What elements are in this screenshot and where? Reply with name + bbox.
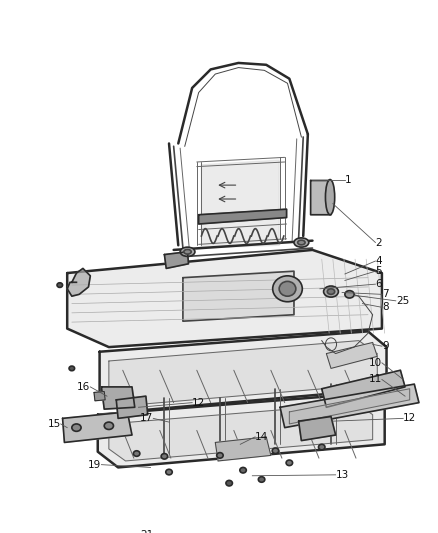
Text: 12: 12	[192, 398, 205, 408]
Ellipse shape	[226, 480, 233, 486]
Polygon shape	[201, 160, 279, 248]
Polygon shape	[94, 392, 105, 401]
Polygon shape	[99, 332, 387, 412]
Text: 25: 25	[396, 296, 409, 306]
Text: 4: 4	[375, 256, 382, 266]
Ellipse shape	[180, 247, 195, 256]
Ellipse shape	[69, 366, 74, 371]
Polygon shape	[280, 384, 419, 427]
Ellipse shape	[272, 448, 279, 454]
Polygon shape	[109, 341, 377, 406]
Text: 16: 16	[77, 382, 90, 392]
Ellipse shape	[279, 281, 296, 296]
Text: 17: 17	[140, 414, 153, 423]
Ellipse shape	[324, 286, 339, 297]
Ellipse shape	[134, 451, 140, 456]
Polygon shape	[290, 389, 410, 424]
Polygon shape	[67, 269, 90, 296]
Ellipse shape	[258, 477, 265, 482]
Text: 21: 21	[140, 530, 153, 533]
Polygon shape	[326, 343, 377, 368]
Polygon shape	[215, 437, 271, 461]
Ellipse shape	[286, 460, 293, 466]
Ellipse shape	[327, 289, 335, 294]
Ellipse shape	[217, 453, 223, 458]
Text: 14: 14	[255, 432, 268, 442]
Ellipse shape	[184, 249, 191, 254]
Ellipse shape	[161, 454, 168, 459]
Text: 19: 19	[88, 459, 102, 470]
Ellipse shape	[72, 424, 81, 431]
Ellipse shape	[57, 283, 63, 287]
Polygon shape	[102, 387, 135, 409]
Ellipse shape	[240, 467, 246, 473]
Text: 6: 6	[375, 279, 382, 289]
Polygon shape	[67, 250, 382, 347]
Text: 8: 8	[382, 302, 389, 312]
Ellipse shape	[325, 180, 335, 215]
Polygon shape	[63, 412, 132, 442]
Ellipse shape	[318, 445, 325, 450]
Text: 7: 7	[382, 289, 389, 300]
Text: 9: 9	[382, 341, 389, 351]
Text: 11: 11	[369, 375, 382, 384]
Polygon shape	[322, 370, 405, 407]
Ellipse shape	[294, 238, 309, 247]
Ellipse shape	[345, 290, 354, 298]
Polygon shape	[199, 209, 286, 224]
Text: 12: 12	[403, 414, 417, 423]
Ellipse shape	[104, 422, 113, 430]
Ellipse shape	[273, 276, 302, 302]
Polygon shape	[164, 252, 188, 269]
Polygon shape	[299, 416, 336, 441]
Polygon shape	[109, 403, 373, 461]
Ellipse shape	[298, 240, 305, 245]
Polygon shape	[98, 393, 385, 467]
Text: 1: 1	[345, 175, 352, 185]
Polygon shape	[311, 181, 331, 215]
Text: 2: 2	[375, 238, 382, 247]
Ellipse shape	[166, 469, 172, 475]
Text: 13: 13	[336, 470, 349, 480]
Text: 5: 5	[375, 266, 382, 276]
Polygon shape	[116, 396, 148, 418]
Text: 10: 10	[369, 358, 382, 368]
Text: 15: 15	[47, 419, 61, 429]
Polygon shape	[183, 271, 294, 321]
